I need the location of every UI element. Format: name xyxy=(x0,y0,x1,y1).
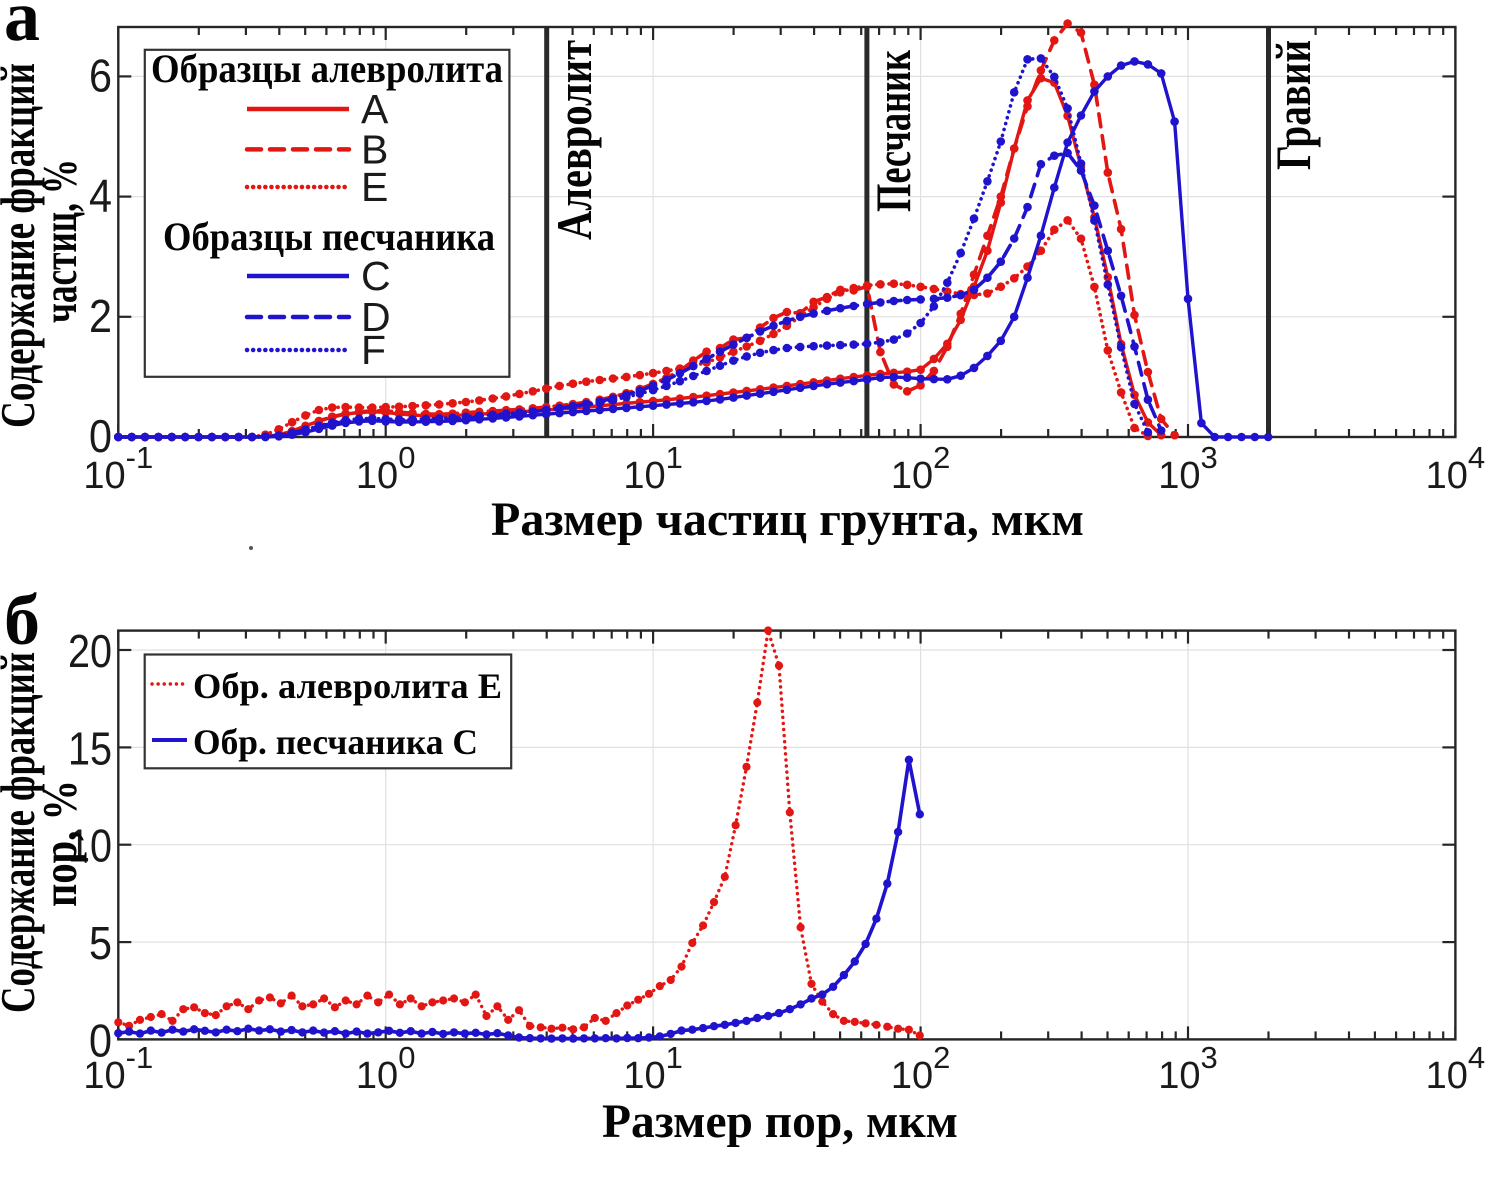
svg-text:а: а xyxy=(4,0,40,56)
svg-text:0: 0 xyxy=(89,1014,112,1066)
svg-text:A: A xyxy=(361,86,389,132)
svg-text:Алевролит: Алевролит xyxy=(546,40,602,240)
svg-text:Размер пор, мкм: Размер пор, мкм xyxy=(602,1095,958,1148)
svg-text:D: D xyxy=(361,294,391,340)
svg-text:частиц, %: частиц, % xyxy=(32,159,87,323)
svg-text:Песчаник: Песчаник xyxy=(865,50,921,212)
svg-text:Размер частиц грунта, мкм: Размер частиц грунта, мкм xyxy=(491,493,1084,546)
svg-text:B: B xyxy=(361,126,388,172)
svg-text:E: E xyxy=(361,164,388,210)
svg-text:5: 5 xyxy=(89,917,112,969)
svg-text:C: C xyxy=(361,253,391,299)
svg-text:Содержание фракций: Содержание фракций xyxy=(0,63,45,428)
svg-text:20: 20 xyxy=(68,625,112,677)
svg-text:Образцы песчаника: Образцы песчаника xyxy=(163,214,495,259)
svg-text:10: 10 xyxy=(68,820,112,872)
svg-text:Образцы алевролита: Образцы алевролита xyxy=(151,46,503,91)
svg-text:0: 0 xyxy=(89,410,112,462)
svg-text:б: б xyxy=(4,580,40,660)
svg-text:Обр. алевролита Е: Обр. алевролита Е xyxy=(193,666,502,706)
svg-text:4: 4 xyxy=(89,170,112,222)
svg-text:2: 2 xyxy=(89,290,112,342)
svg-text:Гравий: Гравий xyxy=(1265,40,1321,170)
svg-text:F: F xyxy=(361,327,386,373)
svg-text:6: 6 xyxy=(89,49,112,101)
svg-text:пор, %: пор, % xyxy=(32,780,87,907)
svg-text:Содержание фракций: Содержание фракций xyxy=(0,652,45,1013)
svg-text:15: 15 xyxy=(68,722,112,774)
svg-text:Обр. песчаника С: Обр. песчаника С xyxy=(193,722,478,762)
